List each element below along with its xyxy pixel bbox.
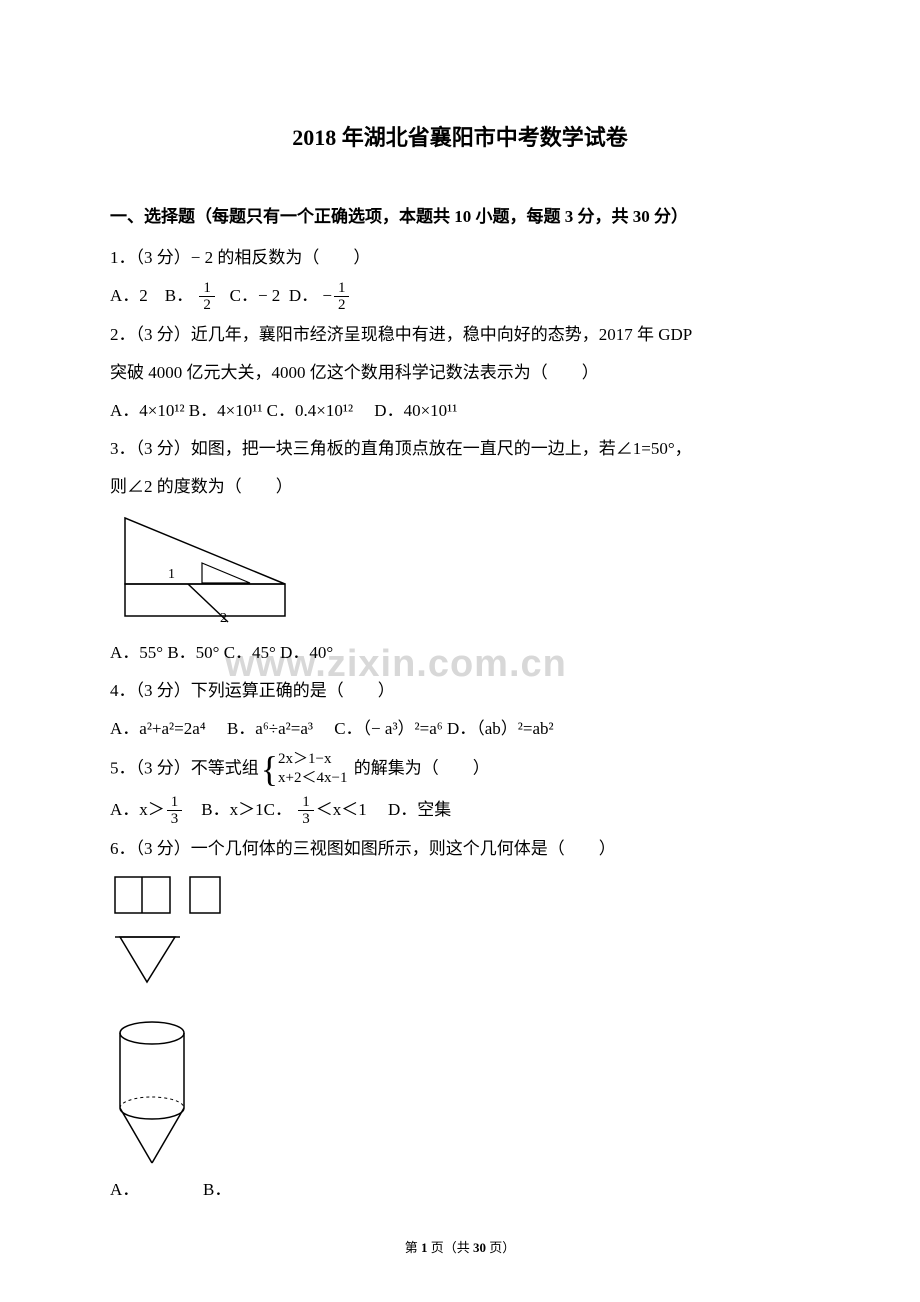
q1-optB-pre: B． [165,286,193,305]
page-footer: 第 1 页（共 30 页） [110,1237,810,1256]
frac-num: 1 [334,280,350,298]
q5-stem-post: 的解集为（ ） [354,758,490,777]
q5-optC-pre: C． [264,800,292,819]
fraction: 1 3 [167,794,183,828]
q5-stem: 5．（3 分）不等式组{ 2x＞1−x x+2＜4x−1 的解集为（ ） [110,750,810,789]
frac-num: 1 [167,794,183,812]
q5-optA-pre: A．x＞ [110,800,165,819]
q2-line2: 突破 4000 亿元大关，4000 亿这个数用科学记数法表示为（ ） [110,356,810,390]
q5-options: A．x＞ 1 3 B．x＞1C． 1 3 ＜x＜1 D．空集 [110,793,810,828]
q2-line1: 2．（3 分）近几年，襄阳市经济呈现稳中有进，稳中向好的态势，2017 年 GD… [110,318,810,352]
q3-figure: 1 2 [110,510,810,630]
frac-den: 2 [334,297,350,314]
q3-options: A．55° B．50° C．45° D．40° [110,636,810,670]
q3-line1: 3．（3 分）如图，把一块三角板的直角顶点放在一直尺的一边上，若∠1=50°， [110,432,810,466]
q6-option-images [110,1018,810,1173]
q1-optD-pre: D． [289,286,318,305]
fraction: 1 2 [199,280,215,314]
q6-optB-label: B． [203,1180,231,1199]
q6-optA-label: A． [110,1180,139,1199]
ineq2: x+2＜4x−1 [278,769,347,789]
q6-optA-group [110,1018,195,1173]
brace-icon: { [261,751,278,787]
q1-optA: A．2 [110,286,148,305]
frac-den: 2 [199,297,215,314]
brace-group: { 2x＞1−x x+2＜4x−1 [261,750,348,789]
fraction: 1 3 [298,794,314,828]
q5-optC-post: ＜x＜1 [316,800,367,819]
q6-option-labels: A． B． [110,1173,810,1207]
q5-stem-pre: 5．（3 分）不等式组 [110,758,259,777]
q1-options: A．2 B． 1 2 C．− 2 D． − 1 2 [110,279,810,314]
brace-content: 2x＞1−x x+2＜4x−1 [278,750,347,789]
q5-optD: D．空集 [388,800,451,819]
q2-options: A．4×10¹² B．4×10¹¹ C．0.4×10¹² D．40×10¹¹ [110,394,810,428]
q1-stem: 1．（3 分）− 2 的相反数为（ ） [110,241,810,275]
q1-optC: C．− 2 [230,286,281,305]
q5-optB: B．x＞1 [201,800,263,819]
footer-total: 30 [473,1240,486,1255]
q6-three-views [110,872,810,1012]
frac-num: 1 [298,794,314,812]
fraction: 1 2 [334,280,350,314]
angle1-label: 1 [168,567,175,582]
exam-title: 2018 年湖北省襄阳市中考数学试卷 [110,120,810,152]
angle2-label: 2 [220,611,227,625]
frac-den: 3 [298,811,314,828]
footer-mid: 页（共 [427,1240,473,1255]
q6-optA-figure [110,1018,195,1168]
section-header: 一、选择题（每题只有一个正确选项，本题共 10 小题，每题 3 分，共 30 分… [110,202,810,233]
q6-stem: 6．（3 分）一个几何体的三视图如图所示，则这个几何体是（ ） [110,832,810,866]
ineq1: 2x＞1−x [278,750,347,770]
neg-sign: − [322,286,332,305]
q4-stem: 4．（3 分）下列运算正确的是（ ） [110,674,810,708]
footer-post: 页） [486,1240,515,1255]
q3-line2: 则∠2 的度数为（ ） [110,470,810,504]
q4-options: A．a²+a²=2a⁴ B．a⁶÷a²=a³ C．（− a³）²=a⁶ D．（a… [110,712,810,746]
frac-num: 1 [199,280,215,298]
frac-den: 3 [167,811,183,828]
footer-pre: 第 [405,1240,421,1255]
